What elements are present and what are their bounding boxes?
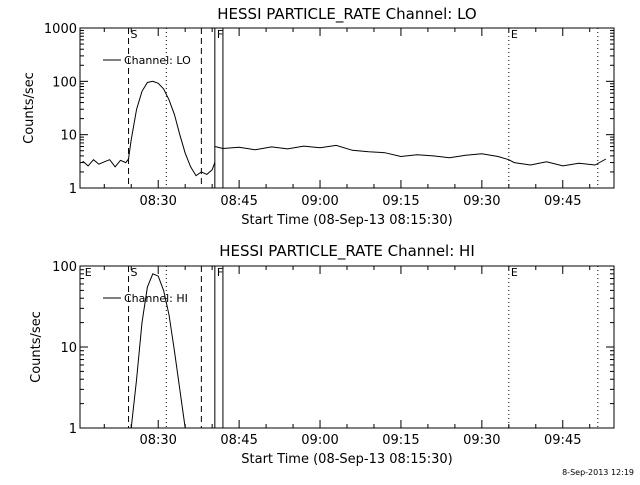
chart1-y-axis-label: Counts/sec [22,72,37,144]
chart2-ytick-label: 10 [60,341,77,356]
chart1-series-line [82,80,216,177]
chart2-marker-label: F [217,266,223,279]
chart2-y-axis-label: Counts/sec [29,311,44,383]
chart2-marker-label: E [511,266,518,279]
chart2-xtick-label: 08:45 [220,433,257,448]
chart2-title: HESSI PARTICLE_RATE Channel: HI [219,242,475,261]
timestamp: 8-Sep-2013 12:19 [562,468,634,477]
chart1-ytick-label: 100 [52,75,77,90]
chart2-xtick-label: 09:45 [544,433,581,448]
chart2-marker-label: S [131,266,138,279]
chart1-marker-label: E [511,28,518,41]
chart1-marker-label: S [131,28,138,41]
chart2-panel: HESSI PARTICLE_RATE Channel: HI 1 10 100 08:… [29,242,615,467]
chart2-ytick-label: 1 [69,422,77,437]
chart2-xtick-label: 09:15 [382,433,419,448]
chart2-xtick-label: 09:00 [301,433,338,448]
chart2-xtick-label: 08:30 [139,433,176,448]
chart1-xtick-label: 08:30 [139,194,176,209]
chart2-marker-label: E [85,266,92,279]
chart1-title: HESSI PARTICLE_RATE Channel: LO [217,5,476,24]
chart1-xtick-label: 08:45 [220,194,257,209]
chart1-xtick-label: 09:30 [463,194,500,209]
chart1-ytick-label: 10 [60,129,77,144]
chart1-marker-label: F [217,28,223,41]
chart2-xtick-label: 09:30 [463,433,500,448]
chart1-ytick-label: 1 [69,182,77,197]
chart1-legend-label: Channel: LO [124,54,191,67]
chart1-xtick-label: 09:15 [382,194,419,209]
chart1-ytick-label: 1000 [44,22,77,37]
chart1-x-axis-label: Start Time (08-Sep-13 08:15:30) [241,213,452,228]
chart1-series-line [214,144,607,167]
chart2-data [130,273,186,428]
chart2-x-axis-label: Start Time (08-Sep-13 08:15:30) [241,452,452,467]
chart2-series-line [130,273,186,428]
chart1-xtick-label: 09:45 [544,194,581,209]
chart1-panel: HESSI PARTICLE_RATE Channel: LO 1 10 100 100… [22,5,615,228]
chart2-ytick-label: 100 [52,260,77,275]
chart1-xtick-label: 09:00 [301,194,338,209]
chart2-legend-label: Channel: HI [124,292,188,305]
chart2-plot-frame [79,265,615,429]
chart1-data [82,80,607,177]
